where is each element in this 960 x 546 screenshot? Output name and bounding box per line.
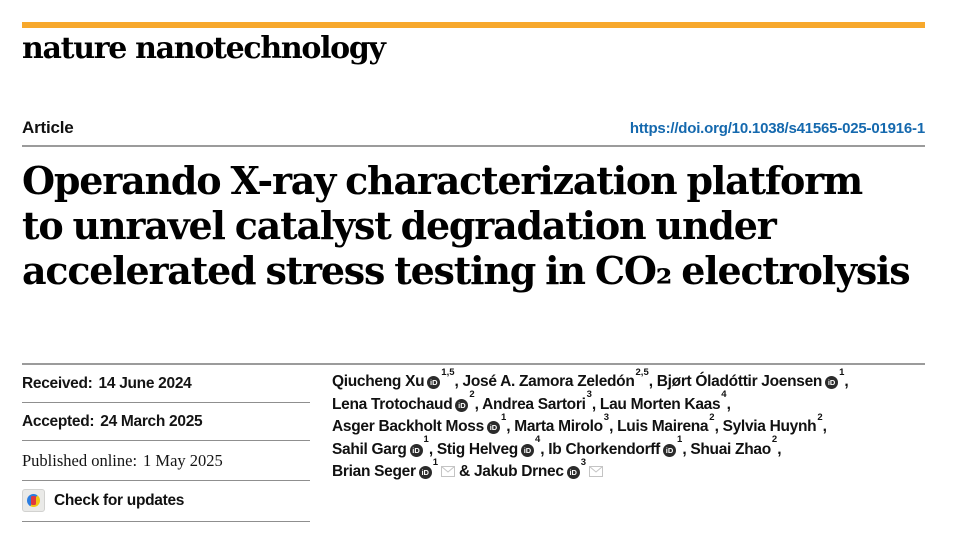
author-separator: , <box>591 395 600 413</box>
author-line: Lena Trotochaud iD2, Andrea Sartori3, Lau… <box>332 390 925 417</box>
published-label: Published online: <box>22 451 138 470</box>
affiliation-superscript: 3 <box>580 456 586 468</box>
author-separator: , <box>648 373 657 390</box>
author-separator: , <box>506 418 515 435</box>
author-separator: , <box>474 395 483 413</box>
author-separator: , <box>844 373 849 390</box>
check-for-updates-label: Check for updates <box>54 491 185 509</box>
check-for-updates-button[interactable]: Check for updates <box>22 489 184 512</box>
affiliation-superscript: 2,5 <box>635 366 649 378</box>
author-separator: , <box>822 418 827 435</box>
author-separator: , <box>609 418 618 435</box>
affiliation-superscript: 1 <box>500 411 507 423</box>
author-name: Luis Mairena <box>617 418 709 435</box>
crossmark-icon <box>22 489 45 512</box>
affiliation-superscript: 2 <box>469 389 475 401</box>
title-line-2: to unravel catalyst degradation under <box>22 203 777 248</box>
author-name: Bjørt Óladóttir Joensen <box>656 373 823 390</box>
article-type-label: Article <box>22 118 74 137</box>
author-name: Stig Helveg <box>436 440 518 458</box>
affiliation-superscript: 1 <box>839 366 845 378</box>
affiliation-superscript: 1,5 <box>441 366 455 378</box>
doi-link[interactable]: https://doi.org/10.1038/s41565-025-01916… <box>629 120 925 137</box>
author-separator: , <box>454 373 463 390</box>
orcid-icon[interactable]: iD <box>455 398 469 412</box>
accepted-label: Accepted: <box>22 413 95 430</box>
affiliation-superscript: 1 <box>432 456 439 468</box>
affiliation-superscript: 3 <box>603 411 610 423</box>
author-name: Shuai Zhao <box>690 440 771 458</box>
orcid-icon[interactable]: iD <box>409 443 423 457</box>
orcid-icon[interactable]: iD <box>427 376 441 389</box>
affiliation-superscript: 2 <box>817 411 823 423</box>
masthead-accent-bar <box>22 22 925 28</box>
author-name: Ib Chorkendorff <box>548 440 661 458</box>
published-date-row: Published online: 1 May 2025 <box>22 441 310 481</box>
orcid-icon[interactable]: iD <box>825 376 839 389</box>
author-name: Jakub Drnec <box>473 463 564 480</box>
received-value: 14 June 2024 <box>98 375 192 392</box>
author-separator: , <box>682 440 691 458</box>
author-name: José A. Zamora Zeledón <box>462 373 635 390</box>
author-name: Andrea Sartori <box>482 395 586 413</box>
author-name: Asger Backholt Moss <box>332 418 484 435</box>
crossmark-circle <box>27 494 40 507</box>
check-updates-row: Check for updates <box>22 481 310 522</box>
affiliation-superscript: 2 <box>709 411 715 423</box>
orcid-icon[interactable]: iD <box>486 421 500 434</box>
accepted-date-row: Accepted: 24 March 2025 <box>22 403 310 441</box>
article-history-panel: Received: 14 June 2024 Accepted: 24 Marc… <box>22 365 310 522</box>
meta-section: Received: 14 June 2024 Accepted: 24 Marc… <box>22 363 925 522</box>
affiliation-superscript: 2 <box>771 434 778 446</box>
published-value: 1 May 2025 <box>143 451 223 470</box>
author-name: Marta Mirolo <box>514 418 603 435</box>
author-name: Qiucheng Xu <box>332 373 425 390</box>
title-line-3: accelerated stress testing in CO₂ electr… <box>22 248 911 293</box>
orcid-icon[interactable]: iD <box>520 443 534 457</box>
affiliation-superscript: 3 <box>586 389 592 401</box>
author-name: Lau Morten Kaas <box>599 395 721 413</box>
header-divider <box>22 145 925 147</box>
author-line: Sahil Garg iD1, Stig Helveg iD4, Ib Chorke… <box>332 435 925 462</box>
author-separator: , <box>428 440 437 458</box>
orcid-icon[interactable]: iD <box>663 443 677 457</box>
author-line: Brian Seger iD1 & Jakub Drnec iD3 <box>332 458 925 485</box>
author-name: Brian Seger <box>332 463 416 480</box>
affiliation-superscript: 1 <box>423 434 429 446</box>
author-separator: , <box>777 440 782 458</box>
received-date-row: Received: 14 June 2024 <box>22 365 310 403</box>
author-line: Qiucheng Xu iD1,5, José A. Zamora Zeledón… <box>332 368 925 394</box>
affiliation-superscript: 4 <box>721 389 727 401</box>
received-label: Received: <box>22 375 93 392</box>
article-title: Operando X-ray characterization platform… <box>22 158 925 293</box>
article-first-page: nature nanotechnology Article https://do… <box>0 22 960 522</box>
author-line: Asger Backholt Moss iD1, Marta Mirolo3, L… <box>332 413 925 439</box>
author-separator: , <box>714 418 723 435</box>
author-separator: , <box>726 395 731 413</box>
accepted-value: 24 March 2025 <box>100 413 203 430</box>
author-name: Lena Trotochaud <box>332 395 453 413</box>
envelope-icon[interactable] <box>441 462 456 485</box>
orcid-icon[interactable]: iD <box>566 466 580 479</box>
author-list: Qiucheng Xu iD1,5, José A. Zamora Zeledón… <box>332 365 925 522</box>
author-name: Sylvia Huynh <box>722 418 817 435</box>
author-separator: & <box>455 463 474 480</box>
affiliation-superscript: 1 <box>677 434 683 446</box>
envelope-icon[interactable] <box>588 462 603 485</box>
journal-logo: nature nanotechnology <box>22 31 386 66</box>
affiliation-superscript: 4 <box>534 434 541 446</box>
orcid-icon[interactable]: iD <box>418 466 432 479</box>
author-name: Sahil Garg <box>332 440 407 458</box>
title-line-1: Operando X-ray characterization platform <box>22 158 863 203</box>
article-header-row: Article https://doi.org/10.1038/s41565-0… <box>22 118 925 138</box>
author-separator: , <box>540 440 549 458</box>
